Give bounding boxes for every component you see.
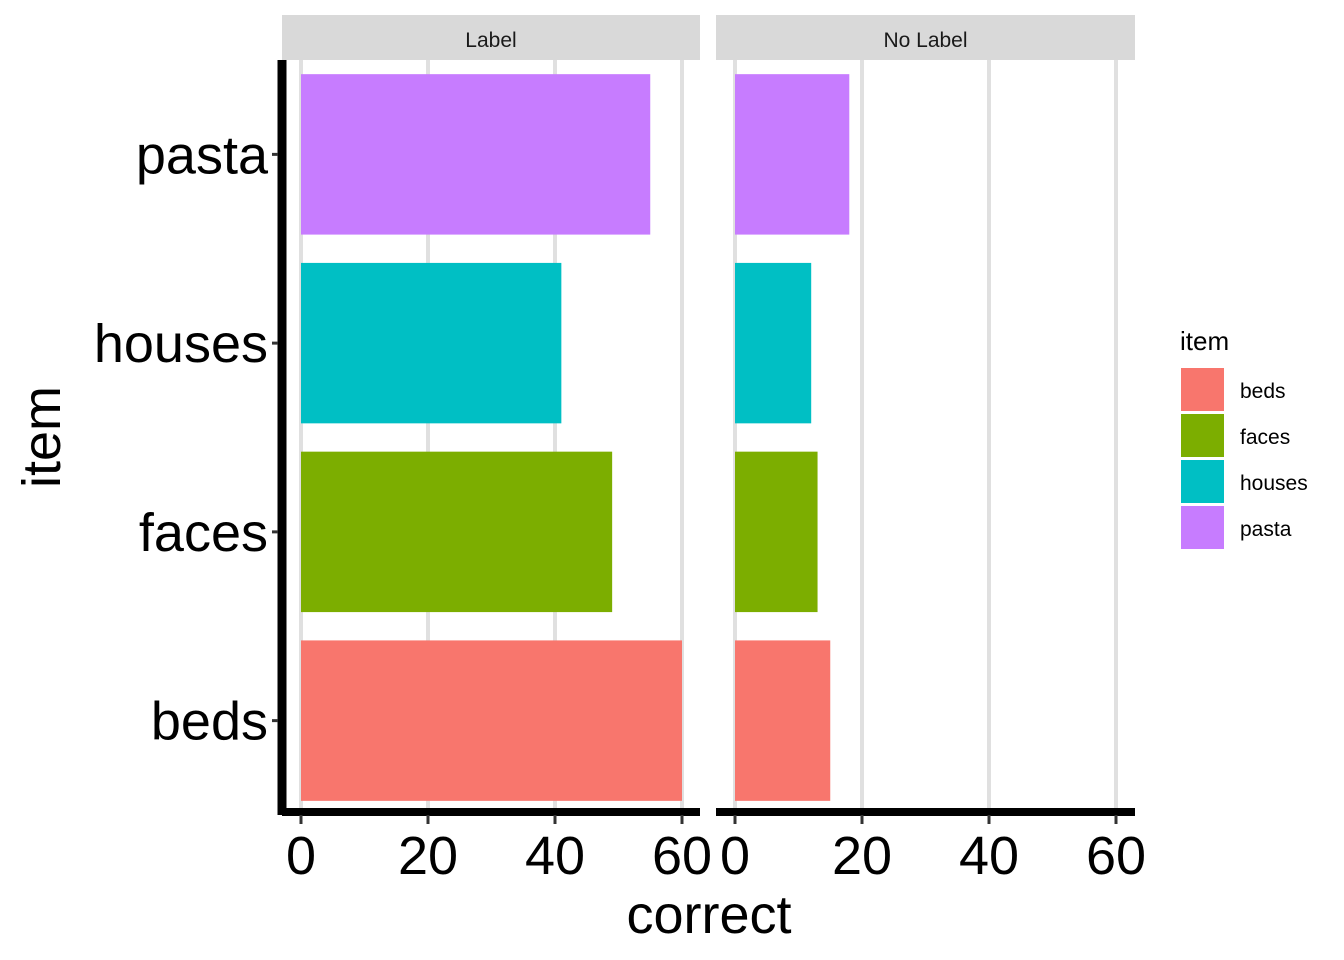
x-axes: 0 20 40 60 0 20 40 60 bbox=[282, 808, 1146, 886]
bar-faces bbox=[735, 451, 818, 613]
facet-strip bbox=[716, 15, 1135, 60]
x-tick-label: 0 bbox=[720, 826, 750, 886]
legend: item beds faces houses pasta bbox=[1180, 326, 1308, 549]
x-tick-label: 60 bbox=[1086, 826, 1146, 886]
bar-beds bbox=[735, 640, 831, 801]
x-tick-label: 60 bbox=[652, 826, 712, 886]
x-tick-label: 40 bbox=[959, 826, 1019, 886]
x-tick-label: 20 bbox=[832, 826, 892, 886]
legend-label-houses: houses bbox=[1240, 472, 1308, 495]
y-axis-title: item bbox=[12, 386, 72, 488]
legend-label-faces: faces bbox=[1240, 426, 1290, 449]
y-tick-label: pasta bbox=[136, 125, 269, 185]
bar-faces bbox=[301, 451, 613, 613]
y-tick-label: houses bbox=[94, 314, 268, 374]
bar-pasta bbox=[735, 74, 850, 235]
legend-items: beds faces houses pasta bbox=[1181, 368, 1308, 549]
facet-panels: Label No Label bbox=[282, 15, 1135, 815]
y-axis: beds faces houses pasta bbox=[94, 60, 287, 815]
legend-key-faces bbox=[1181, 414, 1224, 457]
legend-title: item bbox=[1180, 326, 1229, 356]
facet-panel-0: Label bbox=[282, 15, 700, 815]
facet-strip-label: No Label bbox=[883, 29, 967, 52]
x-tick-label: 40 bbox=[525, 826, 585, 886]
facet-strip bbox=[282, 15, 700, 60]
x-tick-label: 0 bbox=[286, 826, 316, 886]
y-tick-label: beds bbox=[151, 692, 268, 752]
bar-pasta bbox=[301, 74, 651, 235]
facet-strip-label: Label bbox=[465, 29, 516, 52]
x-axis-title: correct bbox=[626, 885, 791, 945]
legend-key-beds bbox=[1181, 368, 1224, 411]
bar-houses bbox=[301, 262, 562, 424]
legend-key-houses bbox=[1181, 460, 1224, 503]
x-tick-label: 20 bbox=[398, 826, 458, 886]
legend-label-beds: beds bbox=[1240, 380, 1286, 403]
facet-panel-1: No Label bbox=[716, 15, 1135, 815]
legend-key-pasta bbox=[1181, 506, 1224, 549]
bar-houses bbox=[735, 262, 812, 424]
bar-beds bbox=[301, 640, 682, 801]
legend-label-pasta: pasta bbox=[1240, 518, 1292, 541]
y-tick-label: faces bbox=[139, 503, 268, 563]
